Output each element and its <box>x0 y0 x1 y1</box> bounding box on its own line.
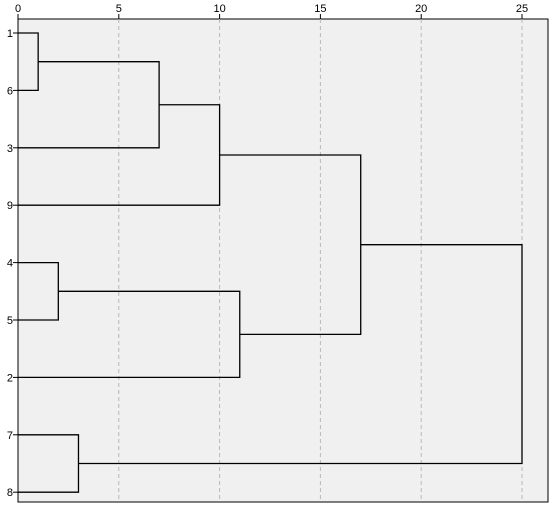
x-axis-ticks <box>17 14 523 19</box>
leaf-label: 1 <box>7 28 13 40</box>
x-tick-label: 15 <box>314 3 326 15</box>
x-tick-label: 25 <box>516 3 528 15</box>
dendrogram-link <box>78 244 523 465</box>
leaf-label: 2 <box>7 372 13 384</box>
x-axis-tick-labels: 0 5 10 15 20 25 <box>15 3 528 15</box>
x-tick-label: 0 <box>15 3 21 15</box>
x-tick-label: 20 <box>415 3 427 15</box>
leaf-label: 9 <box>7 200 13 212</box>
dendrogram-links <box>18 32 523 493</box>
plot-area <box>17 18 549 503</box>
leaf-label: 5 <box>7 315 13 327</box>
leaf-label: 6 <box>7 85 13 97</box>
x-tick-label: 10 <box>213 3 225 15</box>
leaf-label: 4 <box>7 258 13 270</box>
leaf-labels: 1 6 3 9 4 5 2 7 8 <box>7 28 18 499</box>
leaf-label: 8 <box>7 487 13 499</box>
leaf-label: 7 <box>7 430 13 442</box>
leaf-label: 3 <box>7 143 13 155</box>
x-tick-label: 5 <box>116 3 122 15</box>
